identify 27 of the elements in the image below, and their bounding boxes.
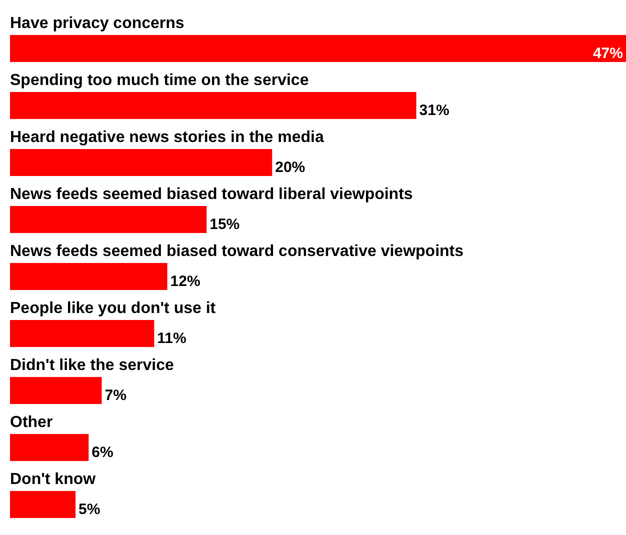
data-label: 31% [419, 102, 450, 119]
data-label: 15% [210, 216, 240, 233]
bar [10, 377, 102, 404]
y-tick-label: News feeds seemed biased toward conservative viewpoints [10, 243, 464, 260]
bar [10, 206, 207, 233]
y-tick-label: Didn't like the service [10, 357, 174, 374]
data-label: 5% [78, 501, 100, 518]
data-label: 12% [170, 273, 200, 290]
data-label: 6% [92, 444, 114, 461]
data-label: 7% [104, 387, 126, 404]
bar [10, 35, 626, 62]
data-label: 47% [592, 45, 623, 62]
bar [10, 320, 154, 347]
y-tick-label: Other [10, 414, 53, 431]
y-tick-label: Spending too much time on the service [10, 72, 309, 89]
bar [10, 92, 416, 119]
data-label: 11% [157, 330, 186, 347]
bar [10, 149, 272, 176]
y-tick-label: News feeds seemed biased toward liberal viewpoints [10, 186, 413, 203]
y-tick-label: Don't know [10, 471, 96, 488]
y-tick-label: People like you don't use it [10, 300, 216, 317]
data-label: 20% [275, 159, 306, 176]
y-tick-label: Heard negative news stories in the media [10, 129, 324, 146]
bar [10, 491, 76, 518]
bar [10, 263, 168, 290]
y-tick-label: Have privacy concerns [10, 15, 184, 32]
bar [10, 434, 89, 461]
